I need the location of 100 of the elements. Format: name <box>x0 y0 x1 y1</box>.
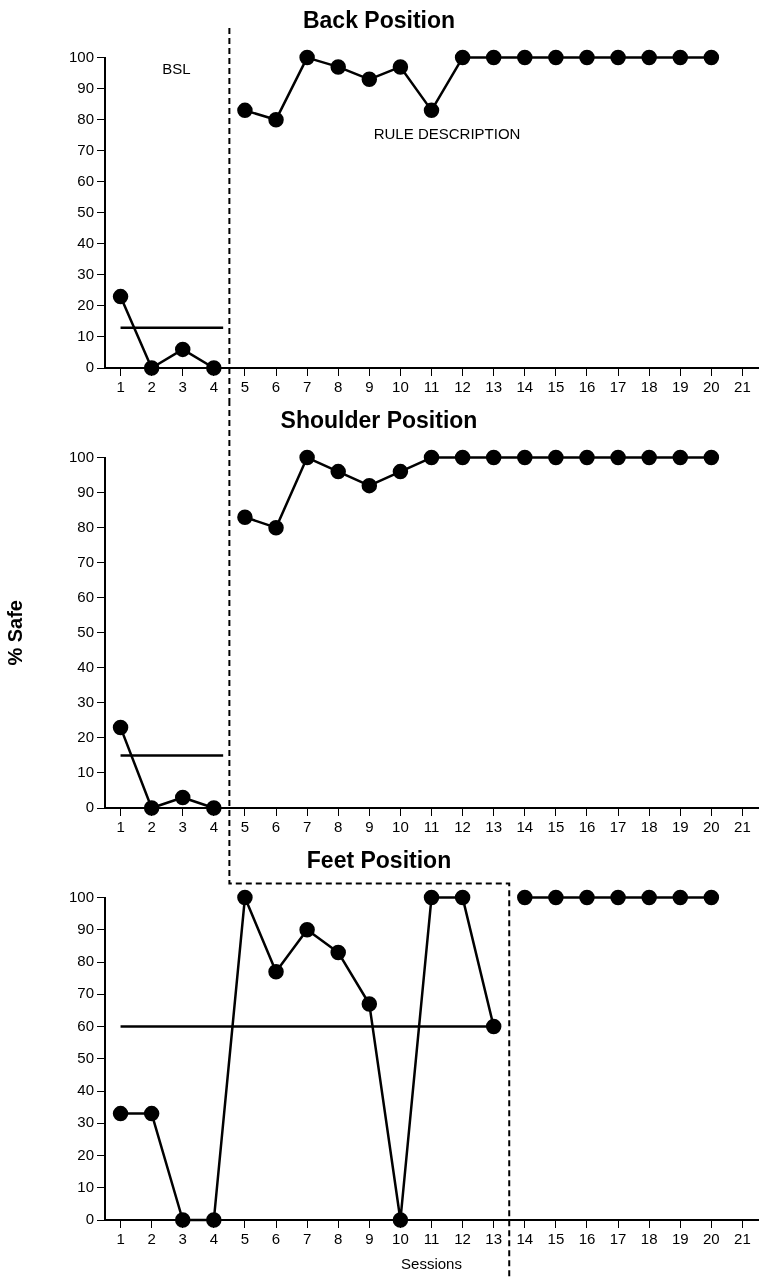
y-tick-label: 50 <box>77 202 94 220</box>
y-tick-label: 0 <box>85 798 94 816</box>
x-tick-label: 21 <box>734 1230 751 1248</box>
y-tick-label: 40 <box>77 657 94 675</box>
y-tick-label: 40 <box>77 1081 94 1099</box>
y-tick-label: 100 <box>68 447 94 465</box>
x-tick-label: 5 <box>240 1230 250 1248</box>
x-tick-label: 7 <box>302 1230 312 1248</box>
x-tick-label: 15 <box>547 378 565 396</box>
x-tick-label: 2 <box>147 378 156 396</box>
x-tick-label: 18 <box>640 818 658 836</box>
y-tick-label: 20 <box>77 728 94 746</box>
y-tick-label: 60 <box>77 587 94 605</box>
y-tick-label: 60 <box>77 171 94 189</box>
x-tick-label: 20 <box>703 378 720 396</box>
x-tick-label: 14 <box>516 818 534 836</box>
x-tick-label: 4 <box>209 1230 219 1248</box>
x-tick-label: 14 <box>516 1230 534 1248</box>
x-tick-label: 11 <box>423 378 440 396</box>
y-axis-title: % Safe <box>3 600 26 666</box>
x-tick-label: 9 <box>365 378 374 396</box>
x-tick-label: 14 <box>516 378 534 396</box>
x-tick-label: 17 <box>609 818 627 836</box>
chart-title: Feet Position <box>306 847 452 874</box>
x-tick-label: 15 <box>547 818 565 836</box>
x-tick-label: 16 <box>578 818 596 836</box>
x-tick-label: 7 <box>302 378 312 396</box>
x-tick-label: 8 <box>334 378 343 396</box>
y-tick-label: 50 <box>77 622 94 640</box>
x-tick-label: 19 <box>671 818 689 836</box>
y-tick-label: 70 <box>77 984 94 1002</box>
x-tick-label: 12 <box>454 378 471 396</box>
x-tick-label: 18 <box>640 1230 658 1248</box>
x-tick-label: 19 <box>671 378 689 396</box>
x-tick-label: 5 <box>240 378 250 396</box>
y-tick-label: 10 <box>77 763 94 781</box>
y-tick-label: 30 <box>77 693 94 711</box>
x-tick-label: 1 <box>116 1230 125 1248</box>
x-tick-label: 7 <box>302 818 312 836</box>
y-tick-label: 20 <box>77 1145 94 1163</box>
x-tick-label: 8 <box>334 1230 343 1248</box>
y-tick-label: 10 <box>77 327 94 345</box>
y-tick-label: 40 <box>77 233 94 251</box>
y-tick-label: 90 <box>77 919 94 937</box>
x-tick-label: 3 <box>178 378 187 396</box>
y-tick-label: 0 <box>85 358 94 376</box>
x-tick-label: 10 <box>392 818 409 836</box>
x-tick-label: 9 <box>365 818 374 836</box>
x-tick-label: 18 <box>640 378 658 396</box>
x-tick-label: 9 <box>365 1230 374 1248</box>
x-tick-label: 1 <box>116 818 125 836</box>
y-tick-label: 10 <box>77 1177 94 1195</box>
x-tick-label: 5 <box>240 818 250 836</box>
x-tick-label: 16 <box>578 1230 596 1248</box>
x-tick-label: 2 <box>147 818 156 836</box>
x-tick-label: 10 <box>392 378 409 396</box>
x-tick-label: 10 <box>392 1230 409 1248</box>
x-tick-label: 17 <box>609 378 627 396</box>
y-tick-label: 100 <box>68 887 94 905</box>
y-tick-label: 60 <box>77 1016 94 1034</box>
y-tick-label: 90 <box>77 482 94 500</box>
x-tick-label: 13 <box>485 378 503 396</box>
x-tick-label: 6 <box>271 378 281 396</box>
x-tick-label: 1 <box>116 378 125 396</box>
chart-title: Back Position <box>302 7 456 34</box>
x-tick-label: 20 <box>703 1230 720 1248</box>
x-tick-label: 21 <box>734 818 751 836</box>
x-tick-label: 4 <box>209 378 219 396</box>
x-tick-label: 13 <box>485 1230 503 1248</box>
x-tick-label: 13 <box>485 818 503 836</box>
y-tick-label: 20 <box>77 296 94 314</box>
x-tick-label: 2 <box>147 1230 156 1248</box>
x-tick-label: 21 <box>734 378 751 396</box>
x-tick-label: 8 <box>334 818 343 836</box>
x-tick-label: 16 <box>578 378 596 396</box>
x-tick-label: 17 <box>609 1230 627 1248</box>
y-tick-label: 30 <box>77 1113 94 1131</box>
y-tick-label: 80 <box>77 517 94 535</box>
x-tick-label: 12 <box>454 818 471 836</box>
annotation: RULE DESCRIPTION <box>373 125 521 143</box>
y-tick-label: 80 <box>77 952 94 970</box>
y-tick-label: 90 <box>77 78 94 96</box>
y-tick-label: 50 <box>77 1048 94 1066</box>
x-tick-label: 11 <box>423 818 440 836</box>
x-tick-label: 6 <box>271 1230 281 1248</box>
x-tick-label: 12 <box>454 1230 471 1248</box>
y-tick-label: 70 <box>77 552 94 570</box>
x-tick-label: 3 <box>178 1230 187 1248</box>
y-tick-label: 80 <box>77 109 94 127</box>
x-tick-label: 15 <box>547 1230 565 1248</box>
x-tick-label: 20 <box>703 818 720 836</box>
x-tick-label: 6 <box>271 818 281 836</box>
y-tick-label: 100 <box>68 47 94 65</box>
y-tick-label: 70 <box>77 140 94 158</box>
annotation: BSL <box>162 60 191 78</box>
y-tick-label: 30 <box>77 265 94 283</box>
y-tick-label: 0 <box>85 1210 94 1228</box>
x-axis-title: Sessions <box>401 1255 462 1273</box>
chart-title: Shoulder Position <box>280 407 478 434</box>
x-tick-label: 3 <box>178 818 187 836</box>
